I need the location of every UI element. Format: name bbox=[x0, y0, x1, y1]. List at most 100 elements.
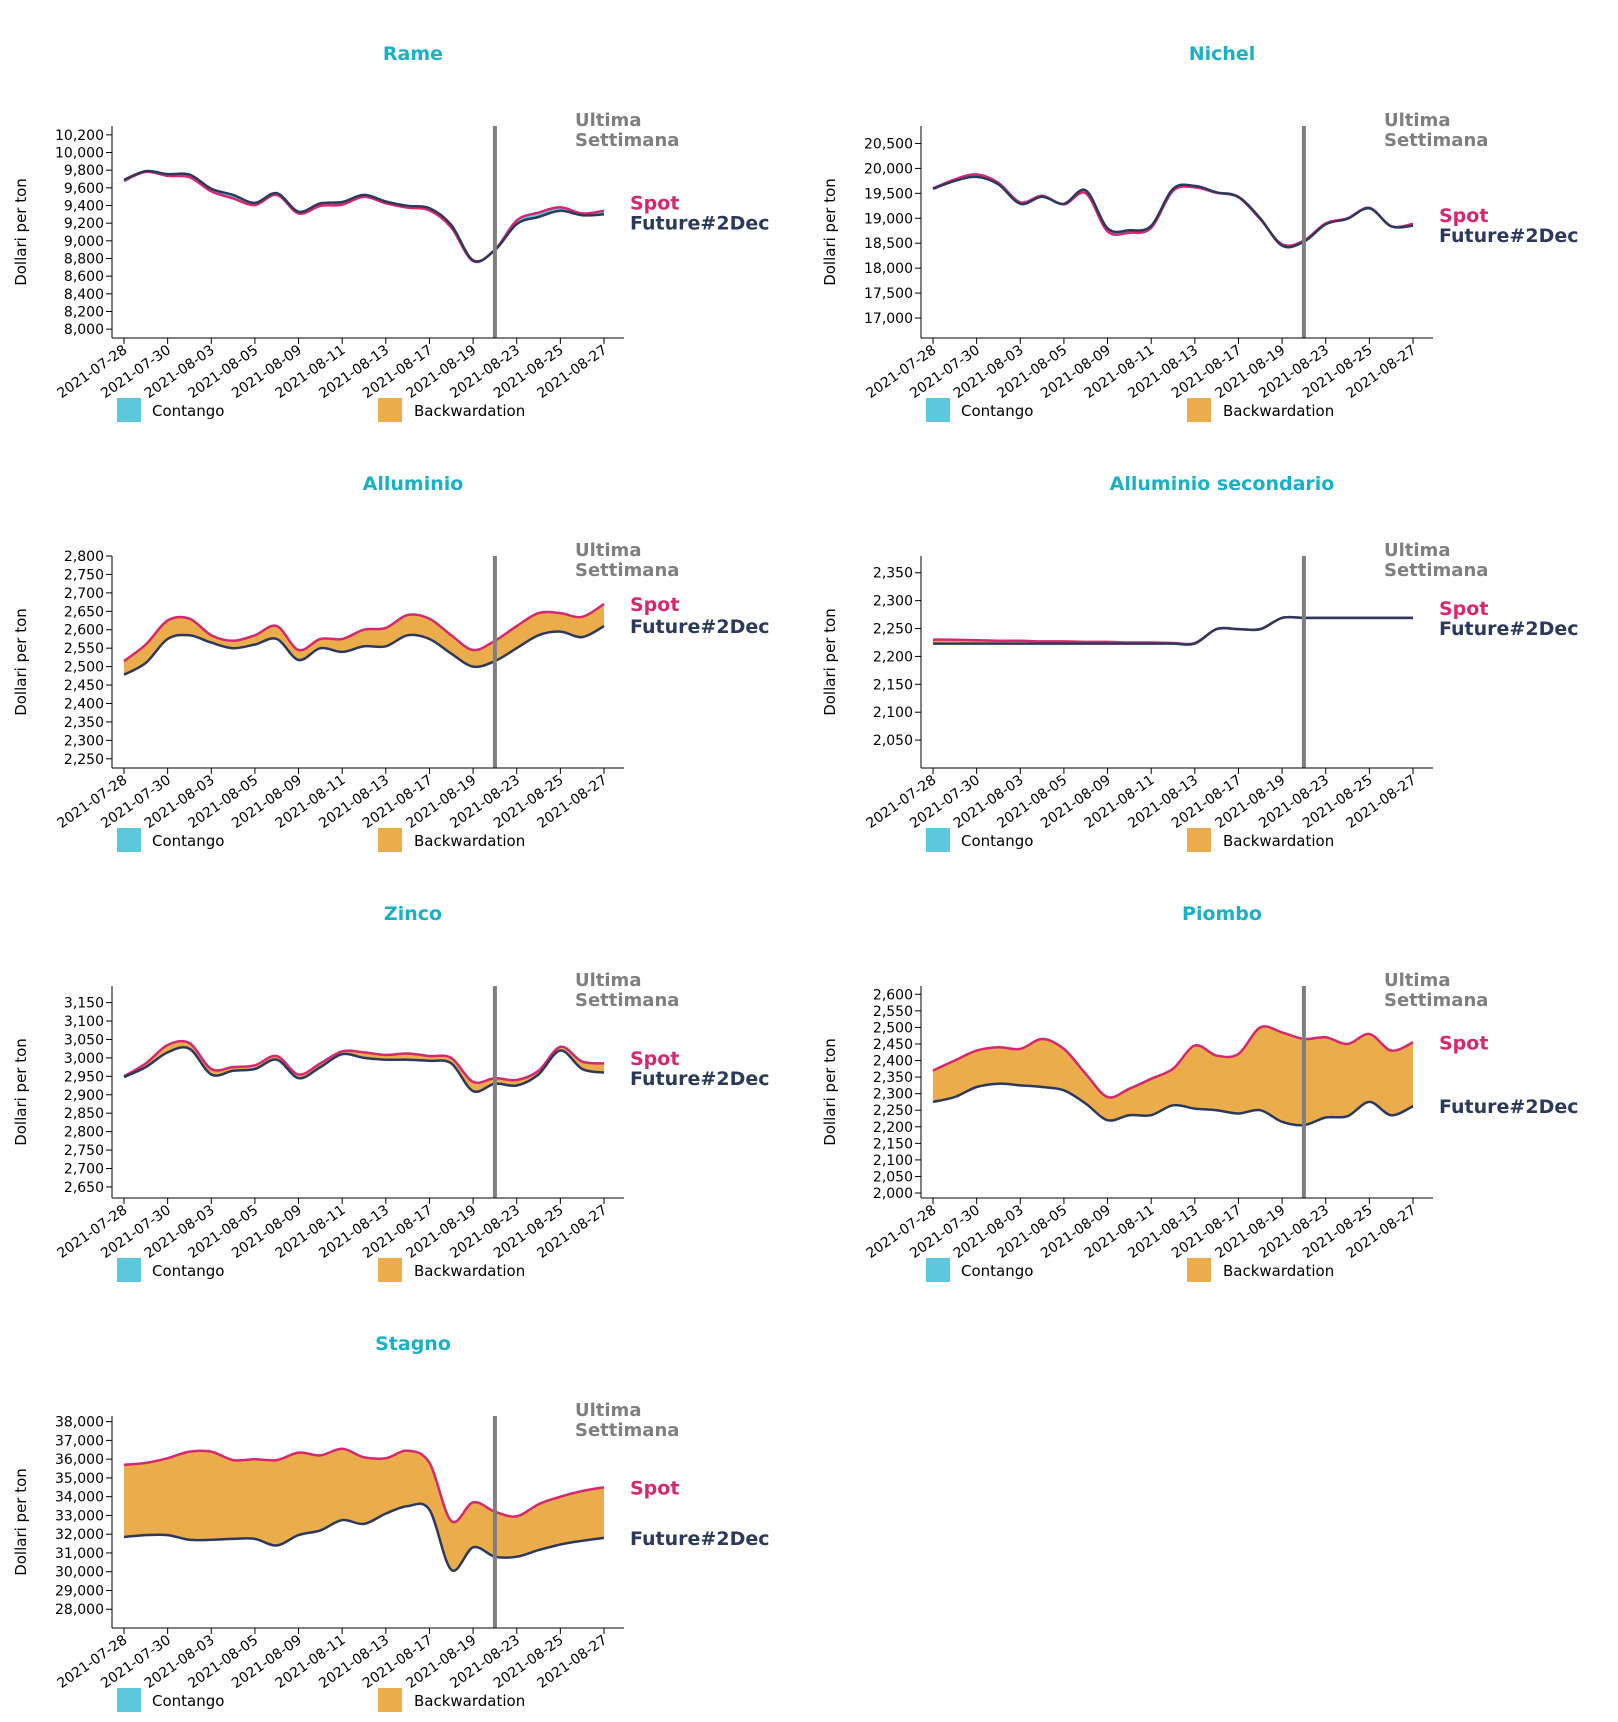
y-tick-label: 10,000 bbox=[55, 146, 104, 162]
y-tick-label: 3,050 bbox=[64, 1032, 104, 1048]
last-week-label-line2: Settimana bbox=[1384, 990, 1488, 1011]
y-tick-label: 17,000 bbox=[864, 311, 913, 327]
spot-series-label: Spot bbox=[1439, 598, 1488, 620]
spot-series-label: Spot bbox=[630, 193, 679, 215]
y-tick-label: 2,200 bbox=[873, 649, 913, 665]
y-tick-label: 2,800 bbox=[64, 549, 104, 565]
legend-contango-label: Contango bbox=[961, 832, 1033, 850]
chart-title: Alluminio bbox=[363, 473, 464, 495]
last-week-label-line1: Ultima bbox=[1384, 540, 1450, 561]
y-tick-label: 34,000 bbox=[55, 1490, 104, 1506]
y-tick-label: 2,250 bbox=[873, 622, 913, 638]
y-tick-label: 2,850 bbox=[64, 1106, 104, 1122]
spot-line bbox=[932, 173, 1414, 247]
y-tick-label: 2,550 bbox=[64, 641, 104, 657]
legend-contango-label: Contango bbox=[961, 1262, 1033, 1280]
legend-backwardation-swatch bbox=[1187, 1258, 1211, 1282]
y-tick-label: 2,700 bbox=[64, 1162, 104, 1178]
legend-backwardation-label: Backwardation bbox=[1223, 1262, 1334, 1280]
y-tick-label: 2,200 bbox=[873, 1120, 913, 1136]
chart-title: Alluminio secondario bbox=[1110, 473, 1335, 495]
y-tick-label: 2,250 bbox=[64, 752, 104, 768]
y-tick-label: 2,150 bbox=[873, 677, 913, 693]
legend-contango-swatch bbox=[117, 1258, 141, 1282]
last-week-label-line2: Settimana bbox=[575, 990, 679, 1011]
y-axis-label: Dollari per ton bbox=[12, 1468, 30, 1576]
y-tick-label: 29,000 bbox=[55, 1583, 104, 1599]
y-tick-label: 2,000 bbox=[873, 1186, 913, 1202]
chart-panel-rame: Rame Ultima Settimana 8,000 8,200 8,400 8,600 8… bbox=[0, 0, 809, 430]
y-tick-label: 2,150 bbox=[873, 1136, 913, 1152]
last-week-label-line2: Settimana bbox=[1384, 560, 1488, 581]
y-tick-label: 3,150 bbox=[64, 996, 104, 1012]
y-tick-label: 2,250 bbox=[873, 1103, 913, 1119]
y-tick-label: 30,000 bbox=[55, 1565, 104, 1581]
spread-area bbox=[124, 1041, 604, 1092]
y-tick-label: 2,500 bbox=[873, 1020, 913, 1036]
spot-series-label: Spot bbox=[1439, 205, 1488, 227]
spread-area bbox=[124, 170, 604, 263]
y-tick-label: 2,600 bbox=[873, 987, 913, 1003]
chart-title: Rame bbox=[383, 43, 443, 65]
spot-series-label: Spot bbox=[630, 1477, 679, 1499]
y-tick-label: 2,050 bbox=[873, 1169, 913, 1185]
chart-title: Stagno bbox=[375, 1333, 451, 1355]
y-tick-label: 20,000 bbox=[864, 161, 913, 177]
legend-contango-swatch bbox=[926, 828, 950, 852]
future-series-label: Future#2Dec bbox=[630, 1068, 770, 1090]
y-tick-label: 18,500 bbox=[864, 236, 913, 252]
chart-title: Zinco bbox=[384, 903, 442, 925]
y-tick-label: 8,400 bbox=[64, 287, 104, 303]
last-week-label-line2: Settimana bbox=[575, 1420, 679, 1441]
y-tick-label: 2,300 bbox=[64, 733, 104, 749]
y-tick-label: 2,800 bbox=[64, 1125, 104, 1141]
spread-area bbox=[933, 174, 1413, 248]
y-tick-label: 2,300 bbox=[873, 594, 913, 610]
spot-line bbox=[123, 602, 605, 663]
y-tick-label: 2,350 bbox=[64, 715, 104, 731]
future-line bbox=[933, 615, 1413, 646]
last-week-label-line1: Ultima bbox=[575, 970, 641, 991]
legend-backwardation-swatch bbox=[378, 1688, 402, 1712]
y-tick-label: 2,900 bbox=[64, 1088, 104, 1104]
chart-panel-stagno: Stagno Ultima Settimana 28,000 29,000 30,000 3… bbox=[0, 1290, 809, 1720]
legend-backwardation-label: Backwardation bbox=[414, 1692, 525, 1710]
y-tick-label: 33,000 bbox=[55, 1508, 104, 1524]
future-series-label: Future#2Dec bbox=[630, 1528, 770, 1550]
legend-backwardation-swatch bbox=[378, 1258, 402, 1282]
legend-contango-label: Contango bbox=[152, 402, 224, 420]
y-tick-label: 2,500 bbox=[64, 660, 104, 676]
legend-backwardation-label: Backwardation bbox=[414, 832, 525, 850]
future-line bbox=[932, 175, 1414, 249]
spot-line bbox=[932, 1025, 1414, 1099]
y-axis-label: Dollari per ton bbox=[12, 608, 30, 716]
future-series-label: Future#2Dec bbox=[1439, 1096, 1579, 1118]
spot-series-label: Spot bbox=[1439, 1032, 1488, 1054]
y-tick-label: 2,050 bbox=[873, 733, 913, 749]
spot-line bbox=[123, 1039, 605, 1085]
y-tick-label: 2,450 bbox=[873, 1037, 913, 1053]
legend-backwardation-swatch bbox=[378, 828, 402, 852]
legend-contango-label: Contango bbox=[152, 1692, 224, 1710]
y-tick-label: 2,600 bbox=[64, 623, 104, 639]
y-tick-label: 32,000 bbox=[55, 1527, 104, 1543]
y-tick-label: 2,650 bbox=[64, 1180, 104, 1196]
y-tick-label: 10,200 bbox=[55, 128, 104, 144]
y-tick-label: 2,550 bbox=[873, 1004, 913, 1020]
legend-contango-label: Contango bbox=[152, 832, 224, 850]
y-tick-label: 38,000 bbox=[55, 1415, 104, 1431]
last-week-label-line1: Ultima bbox=[1384, 970, 1450, 991]
last-week-label-line1: Ultima bbox=[575, 110, 641, 131]
legend-backwardation-label: Backwardation bbox=[414, 402, 525, 420]
future-series-label: Future#2Dec bbox=[1439, 618, 1579, 640]
y-tick-label: 2,750 bbox=[64, 1143, 104, 1159]
y-axis-label: Dollari per ton bbox=[821, 608, 839, 716]
chart-panel-zinco: Zinco Ultima Settimana 2,650 2,700 2,750 2,800… bbox=[0, 860, 809, 1290]
chart-panel-piombo: Piombo Ultima Settimana 2,000 2,050 2,100 2,15… bbox=[809, 860, 1618, 1290]
y-axis-label: Dollari per ton bbox=[821, 178, 839, 286]
legend-contango-swatch bbox=[926, 1258, 950, 1282]
y-tick-label: 2,700 bbox=[64, 586, 104, 602]
